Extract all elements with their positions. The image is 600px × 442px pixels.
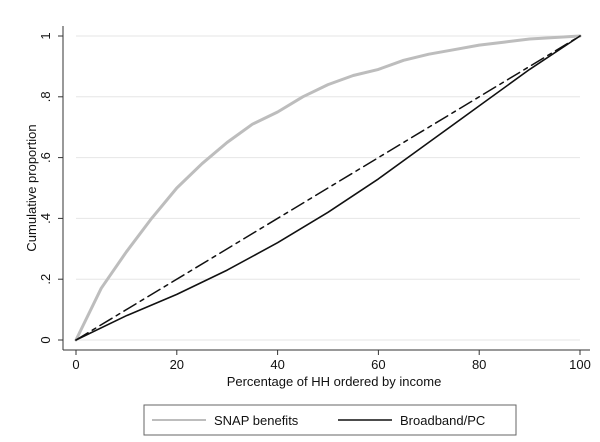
y-tick-label-1: .2 (38, 274, 53, 285)
y-tick-label-5: 1 (38, 32, 53, 39)
x-axis-label: Percentage of HH ordered by income (227, 374, 442, 389)
y-axis-label: Cumulative proportion (24, 124, 39, 251)
series-line-2 (75, 35, 581, 341)
grid-lines (76, 35, 580, 341)
x-tick-label-0: 0 (72, 357, 79, 372)
axes-layer: 0 .2 .4 .6 .8 1 0 20 40 60 80 100 (38, 26, 591, 372)
x-tick-label-5: 100 (569, 357, 591, 372)
plot-region-background (63, 10, 590, 350)
legend: SNAP benefits Broadband/PC (143, 404, 517, 436)
legend-label-0: SNAP benefits (214, 413, 299, 428)
legend-label-1: Broadband/PC (400, 413, 485, 428)
x-tick-label-2: 40 (270, 357, 284, 372)
y-tick-label-0: 0 (38, 336, 53, 343)
y-tick-label-4: .8 (38, 91, 53, 102)
series-layer (74, 34, 582, 342)
y-tick-label-2: .4 (38, 213, 53, 224)
x-tick-label-3: 60 (371, 357, 385, 372)
x-tick-label-4: 80 (472, 357, 486, 372)
series-line-1 (75, 35, 581, 341)
series-line-0 (74, 34, 582, 342)
y-tick-label-3: .6 (38, 152, 53, 163)
x-tick-label-1: 20 (170, 357, 184, 372)
